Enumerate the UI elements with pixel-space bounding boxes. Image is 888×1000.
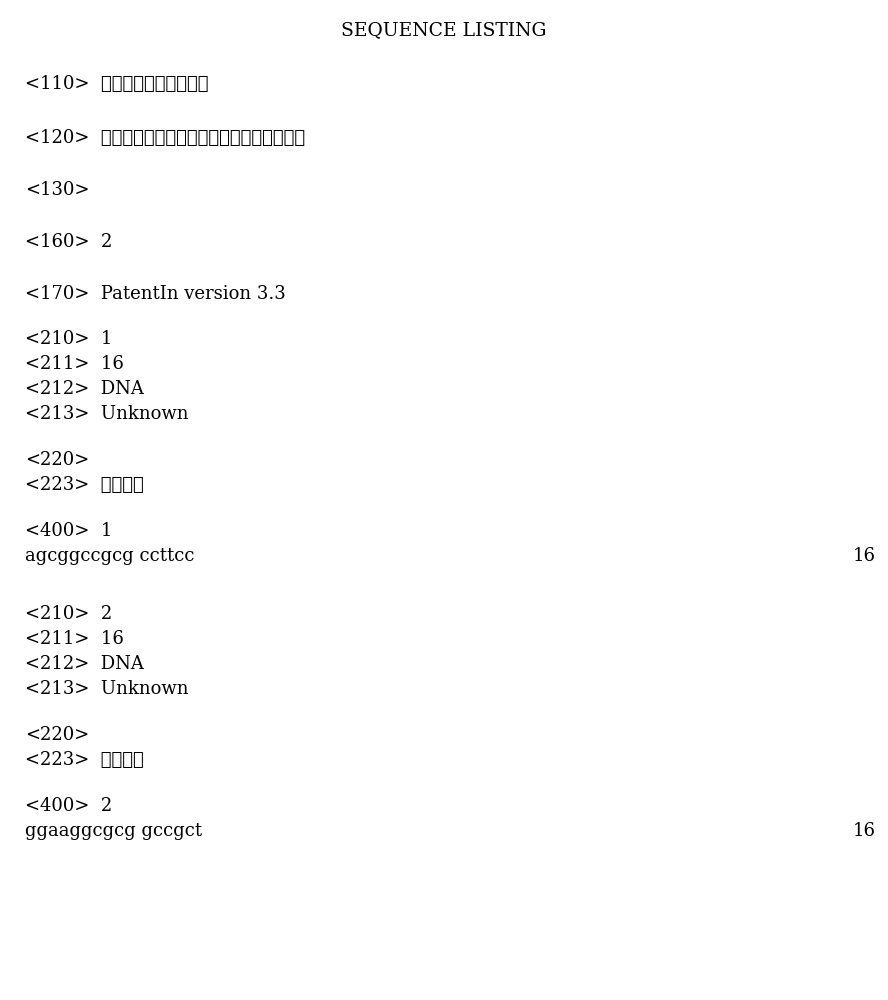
Text: <160>  2: <160> 2 <box>25 233 112 251</box>
Text: <211>  16: <211> 16 <box>25 355 123 373</box>
Text: <212>  DNA: <212> DNA <box>25 380 144 398</box>
Text: 16: 16 <box>852 547 876 565</box>
Text: <211>  16: <211> 16 <box>25 630 123 648</box>
Text: agcggccgcg ccttcc: agcggccgcg ccttcc <box>25 547 194 565</box>
Text: <223>  人工序列: <223> 人工序列 <box>25 751 144 769</box>
Text: <220>: <220> <box>25 451 89 469</box>
Text: <213>  Unknown: <213> Unknown <box>25 680 188 698</box>
Text: <210>  2: <210> 2 <box>25 605 112 623</box>
Text: ggaaggcgcg gccgct: ggaaggcgcg gccgct <box>25 822 202 840</box>
Text: <212>  DNA: <212> DNA <box>25 655 144 673</box>
Text: SEQUENCE LISTING: SEQUENCE LISTING <box>341 21 547 39</box>
Text: <110>  浙江省林业科学研究院: <110> 浙江省林业科学研究院 <box>25 75 209 93</box>
Text: <130>: <130> <box>25 181 90 199</box>
Text: <120>  紫苑石斛的分子特异性标记引物及检测方法: <120> 紫苑石斛的分子特异性标记引物及检测方法 <box>25 129 305 147</box>
Text: <170>  PatentIn version 3.3: <170> PatentIn version 3.3 <box>25 285 286 303</box>
Text: <400>  1: <400> 1 <box>25 522 112 540</box>
Text: <210>  1: <210> 1 <box>25 330 112 348</box>
Text: <400>  2: <400> 2 <box>25 797 112 815</box>
Text: <220>: <220> <box>25 726 89 744</box>
Text: 16: 16 <box>852 822 876 840</box>
Text: <213>  Unknown: <213> Unknown <box>25 405 188 423</box>
Text: <223>  人工序列: <223> 人工序列 <box>25 476 144 494</box>
